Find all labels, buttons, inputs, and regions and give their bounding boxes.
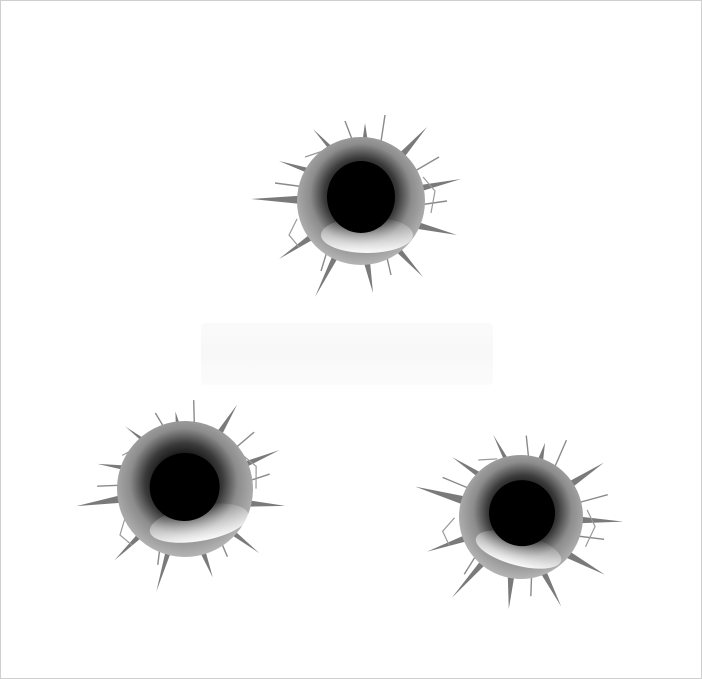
bullet-hole-bottom-right — [389, 404, 641, 637]
bullet-hole-top — [250, 114, 462, 298]
faint-smudge — [201, 323, 493, 385]
bullet-hole-bottom-left — [61, 386, 301, 604]
